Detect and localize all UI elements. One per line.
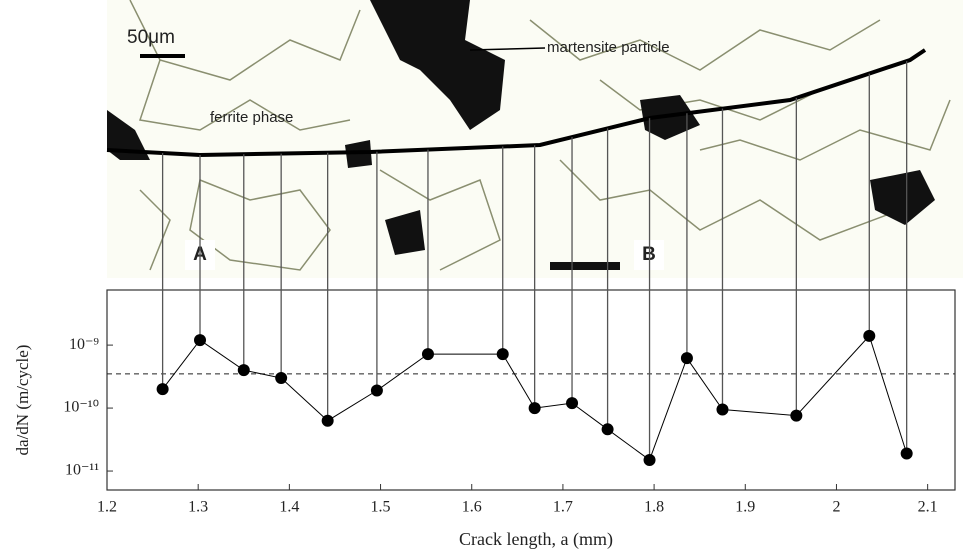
annotation: martensite particle bbox=[547, 39, 670, 56]
x-tick-label: 1.3 bbox=[188, 499, 208, 516]
martensite bbox=[107, 0, 935, 270]
x-tick-label: 1.8 bbox=[644, 499, 664, 516]
x-tick-label: 1.5 bbox=[371, 499, 391, 516]
data-point bbox=[680, 352, 693, 365]
data-point bbox=[566, 397, 579, 410]
plot-frame bbox=[106, 289, 956, 491]
data-point bbox=[601, 423, 614, 436]
data-point bbox=[900, 447, 913, 460]
data-point bbox=[237, 364, 250, 377]
y-axis-label: da/dN (m/cycle) bbox=[13, 345, 32, 456]
x-tick-label: 2 bbox=[832, 499, 840, 516]
data-point bbox=[421, 348, 434, 361]
data-point bbox=[275, 372, 288, 385]
x-tick-label: 1.7 bbox=[553, 499, 573, 516]
data-point bbox=[156, 383, 169, 396]
grain-boundaries bbox=[129, 0, 951, 271]
x-tick-label: 2.1 bbox=[918, 499, 938, 516]
x-axis-label: Crack length, a (mm) bbox=[459, 529, 613, 550]
data-point bbox=[528, 402, 541, 415]
data-point bbox=[194, 334, 207, 347]
y-tick-label: 10⁻¹¹ bbox=[65, 462, 99, 479]
data-point bbox=[716, 403, 729, 416]
callout bbox=[469, 47, 546, 51]
data-point bbox=[321, 414, 334, 427]
x-tick-label: 1.4 bbox=[279, 499, 299, 516]
data-point bbox=[790, 409, 803, 422]
data-point bbox=[643, 453, 656, 466]
data-point bbox=[863, 329, 876, 342]
data-point bbox=[370, 384, 383, 397]
x-tick-label: 1.6 bbox=[462, 499, 482, 516]
crack bbox=[106, 48, 927, 158]
x-tick-label: 1.9 bbox=[735, 499, 755, 516]
scale-label: 50μm bbox=[127, 27, 175, 48]
annotation: ferrite phase bbox=[210, 109, 293, 126]
y-tick-label: 10⁻¹⁰ bbox=[63, 399, 99, 416]
x-tick-label: 1.2 bbox=[97, 499, 117, 516]
data-point bbox=[496, 348, 509, 361]
y-tick-label: 10⁻⁹ bbox=[69, 336, 99, 353]
